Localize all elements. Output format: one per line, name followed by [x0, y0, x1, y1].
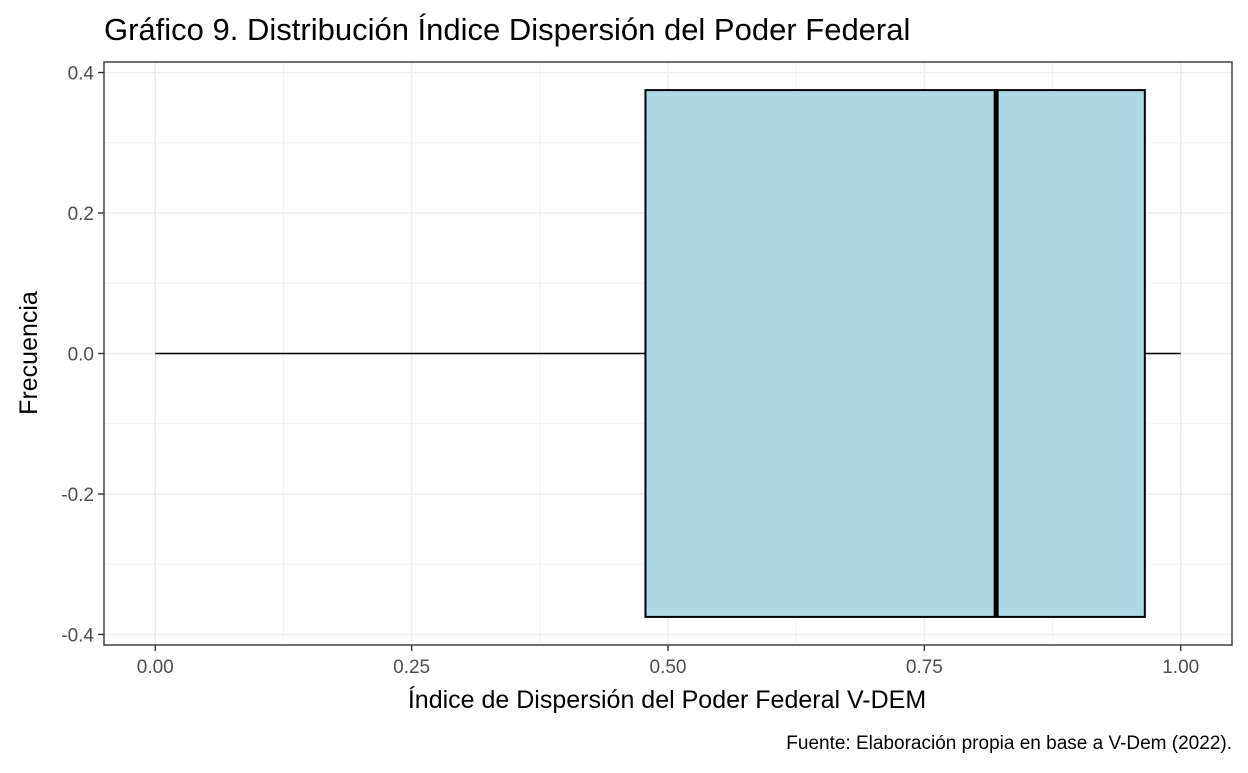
- y-tick-label: 0.2: [68, 204, 94, 225]
- source-caption: Fuente: Elaboración propia en base a V-D…: [786, 733, 1232, 754]
- x-tick-label: 1.00: [1162, 657, 1199, 678]
- y-axis-title: Frecuencia: [15, 291, 43, 415]
- x-axis-title: Índice de Dispersión del Poder Federal V…: [408, 685, 926, 714]
- chart-title: Gráfico 9. Distribución Índice Dispersió…: [104, 12, 910, 47]
- x-tick-label: 0.00: [137, 657, 174, 678]
- x-tick-label: 0.75: [906, 657, 943, 678]
- y-tick-label: -0.2: [61, 485, 94, 506]
- x-tick-label: 0.25: [393, 657, 430, 678]
- interquartile-box: [644, 89, 1146, 618]
- y-tick-label: 0.0: [68, 345, 94, 366]
- y-axis-ticks: -0.4 -0.2 0.0 0.2 0.4: [61, 64, 104, 646]
- x-tick-label: 0.50: [650, 657, 687, 678]
- x-axis-ticks: 0.00 0.25 0.50 0.75 1.00: [137, 645, 1199, 678]
- box-plot: [155, 89, 1181, 618]
- y-tick-label: -0.4: [61, 625, 94, 646]
- y-tick-label: 0.4: [68, 64, 95, 85]
